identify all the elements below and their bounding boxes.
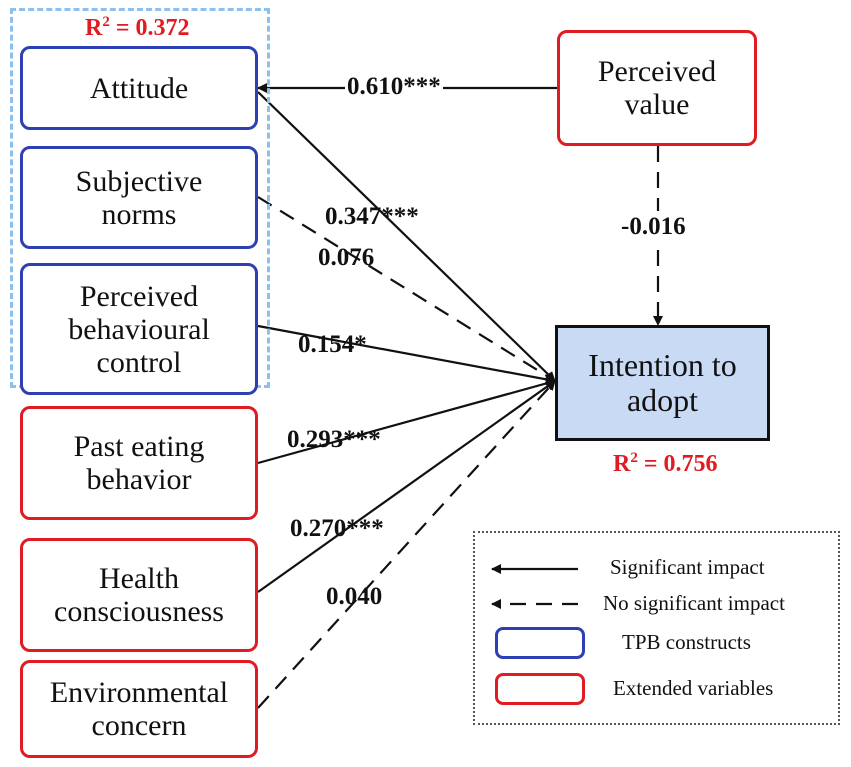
coef-env-intention: 0.040 — [326, 583, 383, 610]
coef-pbc-intention: 0.154* — [298, 331, 367, 358]
legend-tpb-swatch — [495, 627, 585, 659]
node-attitude: Attitude — [20, 46, 258, 130]
node-environmental-concern: Environmental concern — [20, 660, 258, 758]
legend-significant-label: Significant impact — [610, 555, 765, 579]
legend-nonsignificant-label: No significant impact — [603, 591, 785, 615]
r2-attitude: R2 = 0.372 — [85, 14, 190, 41]
coef-health-intention: 0.270*** — [290, 515, 384, 542]
node-perceived-behavioural-control: Perceived behavioural control — [20, 263, 258, 395]
arrow-pbc-intention — [257, 324, 556, 385]
node-perceived-value: Perceived value — [557, 30, 757, 146]
node-intention-to-adopt: Intention to adopt — [555, 325, 770, 441]
arrow-env-intention — [257, 380, 556, 709]
legend-tpb-label: TPB constructs — [622, 630, 751, 654]
arrow-attitude-intention — [257, 91, 556, 382]
arrow-health-intention — [257, 380, 556, 593]
node-subjective-norms: Subjective norms — [20, 146, 258, 249]
coef-past-intention: 0.293*** — [287, 426, 381, 453]
node-past-eating-behavior: Past eating behavior — [20, 406, 258, 520]
arrow-sn-intention — [257, 196, 556, 382]
coef-attitude-intention: 0.347*** — [325, 203, 419, 230]
legend-extended-swatch — [495, 673, 585, 705]
coef-pv-intention: -0.016 — [619, 211, 688, 243]
legend — [473, 531, 840, 725]
node-health-consciousness: Health consciousness — [20, 538, 258, 652]
legend-extended-label: Extended variables — [613, 676, 774, 700]
coef-sn-intention: 0.076 — [318, 244, 375, 271]
r2-intention: R2 = 0.756 — [613, 450, 718, 477]
arrow-past-intention — [257, 378, 556, 465]
coef-pv-attitude: 0.610*** — [345, 73, 443, 101]
